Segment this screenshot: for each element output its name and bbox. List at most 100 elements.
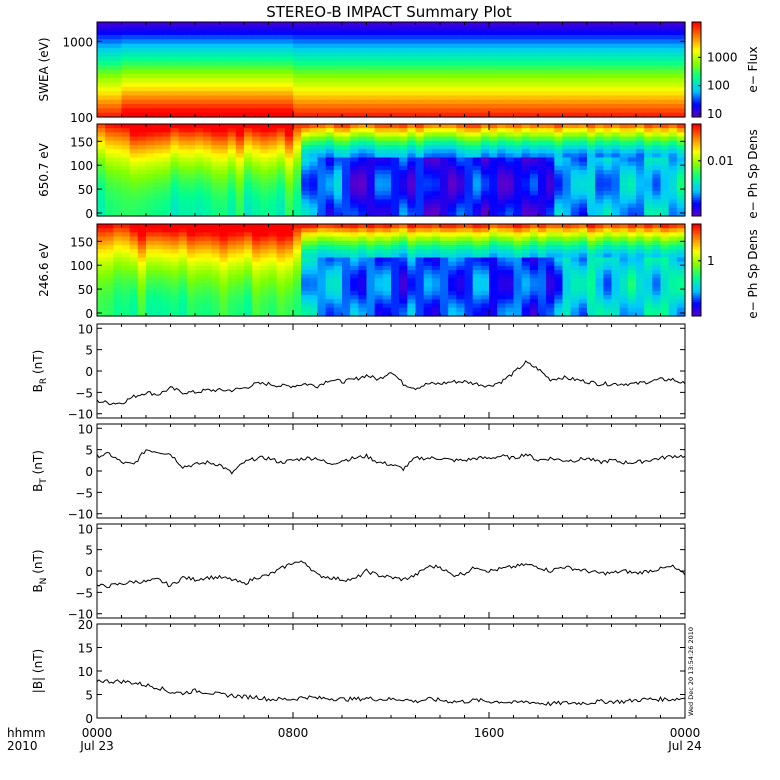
pad650-cell: [203, 207, 212, 213]
pad246-cell: [538, 232, 547, 238]
swea-cell: [244, 82, 253, 88]
pad650-cell: [317, 207, 327, 213]
pad650-cell: [456, 207, 466, 213]
swea-cell: [146, 56, 155, 62]
pad246-cell: [333, 228, 343, 233]
pad246-cell: [546, 240, 555, 246]
pad246-cell: [333, 311, 343, 317]
swea-cell: [513, 82, 523, 88]
swea-cell: [203, 108, 212, 114]
pad246-cell: [154, 282, 163, 288]
pad650-cell: [244, 199, 253, 205]
pad650-cell: [627, 207, 637, 213]
pad650-cell: [456, 124, 466, 129]
pad650-cell: [521, 124, 531, 129]
pad650-cell: [489, 144, 498, 150]
swea-cell: [423, 108, 433, 114]
pad246-cell: [219, 274, 229, 279]
pad246-cell: [309, 244, 319, 250]
swea-cell: [391, 52, 400, 58]
swea-cell: [497, 95, 506, 101]
pad246-cell: [227, 249, 237, 254]
pad246-cell: [186, 232, 196, 238]
pad650-cell: [203, 170, 212, 175]
pad246-cell: [644, 249, 653, 254]
pad650-cell: [521, 165, 531, 171]
swea-cell: [489, 108, 498, 114]
pad246-cell: [611, 274, 621, 279]
swea-cell: [611, 26, 621, 32]
swea-cell: [358, 91, 368, 97]
swea-cell: [497, 34, 506, 40]
pad246-cell: [260, 257, 270, 263]
pad246-cell: [448, 236, 457, 242]
swea-cell: [342, 43, 351, 49]
pad650-cell: [611, 157, 621, 163]
pad246-cell: [603, 311, 613, 317]
pad650-cell: [636, 190, 645, 196]
pad650-cell: [472, 182, 482, 188]
pad650-cell: [611, 136, 621, 142]
pad650-cell: [170, 157, 180, 163]
pad650-cell: [676, 149, 686, 154]
pad246-cell: [195, 311, 204, 317]
swea-cell: [489, 91, 498, 97]
pad650-cell: [676, 190, 686, 196]
pad246-cell: [578, 224, 588, 229]
swea-cell: [423, 56, 433, 62]
swea-colorbar-step: [692, 64, 701, 68]
pad246-cell: [129, 232, 139, 238]
pad650-cell: [644, 178, 653, 184]
pad650-cell: [260, 165, 270, 171]
swea-cell: [611, 30, 621, 36]
pad246-cell: [423, 307, 433, 313]
pad650-colorbar-step: [692, 167, 701, 171]
swea-colorbar-tick-label: 10: [707, 107, 722, 121]
swea-cell: [529, 43, 539, 49]
swea-cell: [440, 52, 449, 58]
pad246-cell: [342, 240, 351, 246]
pad246-cell: [627, 286, 637, 292]
pad246-cell: [440, 286, 449, 292]
pad650-cell: [627, 195, 637, 200]
pad650-cell: [529, 153, 539, 159]
pad246-cell: [235, 257, 245, 263]
pad650-cell: [105, 140, 114, 146]
pad650-cell: [121, 153, 131, 159]
pad246-cell: [113, 261, 123, 267]
pad246-cell: [546, 303, 555, 309]
pad650-cell: [211, 132, 221, 138]
pad650-cell: [415, 178, 425, 184]
swea-cell: [399, 65, 408, 71]
swea-cell: [162, 108, 172, 114]
swea-colorbar-step: [692, 33, 701, 37]
pad650-cell: [252, 182, 261, 188]
swea-cell: [129, 65, 139, 71]
pad650-cell: [195, 170, 204, 175]
pad246-cell: [129, 295, 139, 300]
pad246-colorbar-step: [692, 235, 701, 239]
pad246-cell: [366, 253, 376, 259]
swea-cell: [186, 52, 196, 58]
swea-cell: [636, 39, 645, 45]
swea-cell: [121, 82, 131, 88]
pad246-cell: [538, 244, 547, 250]
pad246-cell: [137, 303, 147, 309]
swea-cell: [423, 69, 433, 75]
swea-cell: [162, 43, 172, 49]
pad246-cell: [244, 232, 253, 238]
swea-cell: [603, 95, 613, 101]
pad650-cell: [203, 165, 212, 171]
pad650-cell: [676, 144, 686, 150]
pad246-cell: [423, 261, 433, 267]
pad246-cell: [203, 224, 212, 229]
pad650-cell: [595, 124, 604, 129]
pad650-cell: [366, 132, 376, 138]
pad650-cell: [301, 170, 310, 175]
pad650-cell: [668, 186, 678, 192]
pad650-cell: [644, 174, 653, 179]
pad246-cell: [252, 261, 261, 267]
pad650-cell: [235, 161, 245, 167]
pad650-cell: [399, 178, 408, 184]
pad246-cell: [497, 303, 506, 309]
